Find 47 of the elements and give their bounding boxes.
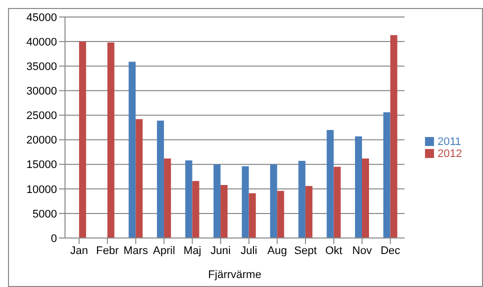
bar (185, 160, 192, 238)
y-tick-label: 0 (50, 232, 57, 245)
y-tick-label: 20000 (26, 134, 57, 147)
bar (362, 158, 370, 238)
x-tick-label: Mars (124, 244, 148, 257)
bar (220, 184, 228, 238)
x-tick-label: Febr (96, 244, 120, 257)
bar (248, 193, 256, 238)
bar (355, 136, 362, 238)
y-tick-label: 25000 (26, 110, 57, 122)
bar (383, 112, 390, 238)
y-tick-label: 40000 (26, 36, 57, 48)
y-tick-label: 10000 (26, 184, 57, 196)
bar (79, 42, 86, 238)
bar (277, 190, 284, 238)
x-tick-label: Dec (380, 244, 401, 257)
x-tick-label: Juni (210, 244, 231, 257)
x-tick-label: Jan (70, 244, 88, 257)
y-tick-label: 15000 (26, 159, 57, 172)
bar (136, 119, 143, 238)
x-tick-label: April (153, 244, 176, 257)
bar (390, 35, 398, 238)
bar (305, 186, 312, 238)
y-tick-label: 30000 (26, 86, 57, 98)
bar (164, 158, 171, 238)
bar (156, 120, 164, 238)
bar (334, 166, 341, 238)
y-tick-label: 5000 (32, 208, 57, 220)
legend-label: 2011 (438, 136, 462, 148)
x-tick-label: Sept (294, 244, 317, 257)
bar (128, 62, 136, 238)
x-tick-label: Okt (325, 244, 342, 257)
x-tick-label: Juli (240, 244, 258, 257)
bar (270, 164, 278, 238)
y-tick-label: 35000 (26, 61, 57, 74)
legend-label: 2012 (438, 148, 462, 160)
y-tick-label: 45000 (26, 12, 57, 24)
x-axis-title: Fjärrvärme (208, 269, 262, 281)
bar (298, 160, 306, 238)
bar (242, 166, 249, 238)
x-tick-label: Aug (267, 244, 287, 257)
bar (107, 42, 114, 238)
x-tick-label: Nov (352, 244, 372, 257)
x-tick-label: Maj (183, 244, 202, 257)
bar (326, 130, 334, 238)
bar (192, 181, 200, 238)
bar (214, 164, 221, 238)
